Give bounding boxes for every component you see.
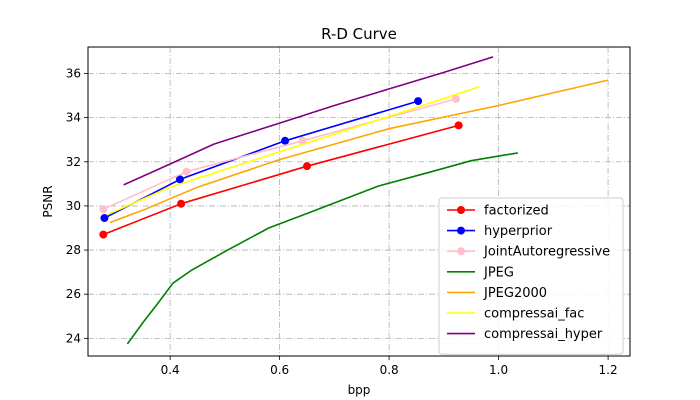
series-line <box>109 79 609 224</box>
chart-title: R-D Curve <box>321 25 397 43</box>
y-tick-label: 24 <box>66 331 81 345</box>
y-tick-label: 28 <box>66 243 81 257</box>
y-tick-label: 34 <box>66 111 81 125</box>
series-compressai_fac <box>106 85 480 216</box>
plot-frame <box>87 46 631 357</box>
y-axis-ticks: 24 26 28 30 32 34 36 <box>66 66 88 345</box>
data-point <box>454 121 463 130</box>
legend-entry: hyperprior <box>447 224 553 239</box>
data-point <box>414 97 423 106</box>
series-line <box>123 56 494 186</box>
x-tick-label: 0.6 <box>270 363 289 377</box>
y-axis-label: PSNR <box>41 185 55 217</box>
legend-label: compressai_hyper <box>484 327 603 342</box>
series-JPEG2000 <box>109 79 609 224</box>
legend-marker <box>457 247 465 256</box>
legend-label: factorized <box>484 204 549 219</box>
legend-label: JointAutoregressive <box>483 245 610 260</box>
series-line <box>126 152 518 345</box>
x-tick-label: 1.0 <box>489 363 508 377</box>
x-tick-label: 0.4 <box>161 363 180 377</box>
legend-label: JPEG <box>483 265 514 280</box>
legend-marker <box>457 206 465 214</box>
x-axis-ticks: 0.4 0.6 0.8 1.0 1.2 <box>161 356 618 377</box>
x-tick-label: 0.8 <box>380 363 399 377</box>
data-point <box>175 175 184 184</box>
series-compressai_hyper <box>123 56 494 186</box>
legend-entry: JPEG <box>447 265 514 280</box>
data-point <box>302 162 311 171</box>
y-tick-label: 32 <box>66 155 81 169</box>
legend-marker <box>457 226 465 235</box>
legend-label: hyperprior <box>484 224 553 239</box>
series-layer <box>99 56 609 345</box>
series-hyperprior <box>100 97 423 223</box>
legend-entry: compressai_hyper <box>447 327 603 342</box>
series-line <box>106 85 480 216</box>
data-point <box>177 199 186 208</box>
series-line <box>103 124 459 236</box>
legend-box <box>438 197 624 355</box>
y-tick-label: 26 <box>66 287 81 301</box>
series-line <box>104 100 419 219</box>
data-point <box>99 205 108 214</box>
legend-entry: JPEG2000 <box>447 286 547 301</box>
data-point <box>281 136 290 145</box>
y-tick-label: 30 <box>66 199 81 213</box>
series-factorized <box>99 121 463 239</box>
data-point <box>298 136 307 145</box>
data-point <box>99 230 108 239</box>
x-tick-label: 1.2 <box>599 363 618 377</box>
legend-label: compressai_fac <box>484 307 584 322</box>
y-tick-label: 36 <box>66 66 81 80</box>
legend-entry: compressai_fac <box>447 307 584 322</box>
data-point <box>100 214 109 223</box>
data-point <box>182 167 191 176</box>
data-point <box>451 94 460 103</box>
legend-entry: factorized <box>447 204 549 219</box>
x-axis-label: bpp <box>348 383 371 397</box>
series-JPEG <box>126 152 518 345</box>
legend: factorized hyperprior JointAutoregressive J… <box>438 197 624 355</box>
legend-entry: JointAutoregressive <box>447 245 610 260</box>
legend-label: JPEG2000 <box>483 286 547 301</box>
